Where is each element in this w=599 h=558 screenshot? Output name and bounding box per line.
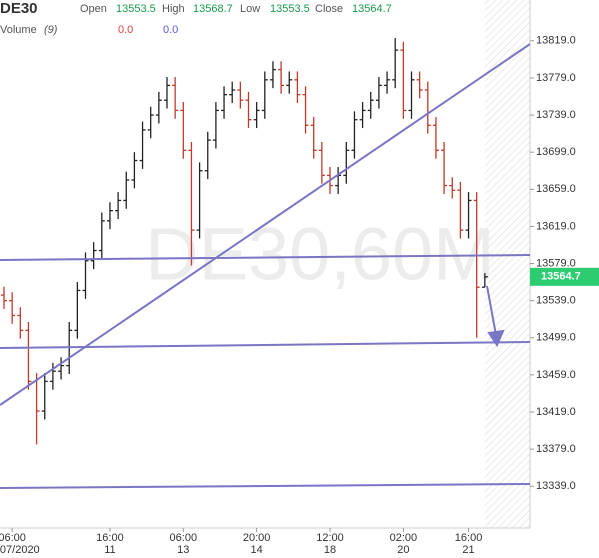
y-tick-label: 13459.0 (536, 369, 576, 381)
value: 13568.7 (193, 3, 233, 15)
arrow (486, 285, 497, 336)
param: (9) (44, 24, 58, 36)
x-tick-label: 06:00 (170, 532, 198, 544)
future-area (485, 0, 530, 528)
y-tick-label: 13819.0 (536, 35, 576, 47)
y-tick-label: 13419.0 (536, 406, 576, 418)
x-tick-date: 18 (324, 544, 336, 556)
y-tick-label: 13539.0 (536, 295, 576, 307)
value: 13553.5 (270, 3, 310, 15)
y-tick-label: 13739.0 (536, 109, 576, 121)
x-tick-label: 02:00 (390, 532, 418, 544)
x-tick-label: 12:00 (316, 532, 344, 544)
x-tick-label: 06:00 (0, 532, 26, 544)
trend-line (0, 43, 531, 406)
value: 0.0 (118, 24, 133, 36)
trend-lines (0, 43, 531, 489)
value: 13553.5 (116, 3, 156, 15)
watermark: DE30,60M (145, 213, 495, 296)
last-price-label: 13564.7 (541, 271, 581, 283)
bars (1, 38, 488, 445)
x-tick-label: 16:00 (455, 532, 483, 544)
value: 13564.7 (352, 3, 392, 15)
x-tick-label: 16:00 (96, 532, 124, 544)
value: 0.0 (163, 24, 178, 36)
x-tick-date: 13 (177, 544, 189, 556)
header: DE30 Open 13553.5 High 13568.7 Low 13553… (0, 0, 392, 36)
x-tick-date: 21 (462, 544, 474, 556)
x-tick-date: 02/07/2020 (0, 544, 40, 556)
y-tick-label: 13379.0 (536, 443, 576, 455)
y-tick-label: 13579.0 (536, 257, 576, 269)
label: Open (80, 3, 107, 15)
y-tick-label: 13699.0 (536, 146, 576, 158)
x-tick-label: 20:00 (243, 532, 271, 544)
x-tick-date: 20 (397, 544, 409, 556)
y-tick-label: 13619.0 (536, 220, 576, 232)
arrow-head (487, 329, 505, 348)
y-tick-label: 13659.0 (536, 183, 576, 195)
label: Low (240, 3, 260, 15)
y-tick-label: 13779.0 (536, 72, 576, 84)
trend-line (0, 341, 531, 349)
y-tick-label: 13339.0 (536, 480, 576, 492)
x-tick-date: 11 (104, 544, 115, 556)
trend-line (0, 254, 531, 261)
label: High (162, 3, 185, 15)
symbol: DE30 (0, 0, 38, 17)
trend-line (0, 483, 531, 489)
y-tick-label: 13499.0 (536, 332, 576, 344)
last-price-tag (530, 267, 599, 286)
label: Close (315, 3, 343, 15)
x-tick-date: 14 (251, 544, 263, 556)
label: Volume (0, 24, 37, 36)
